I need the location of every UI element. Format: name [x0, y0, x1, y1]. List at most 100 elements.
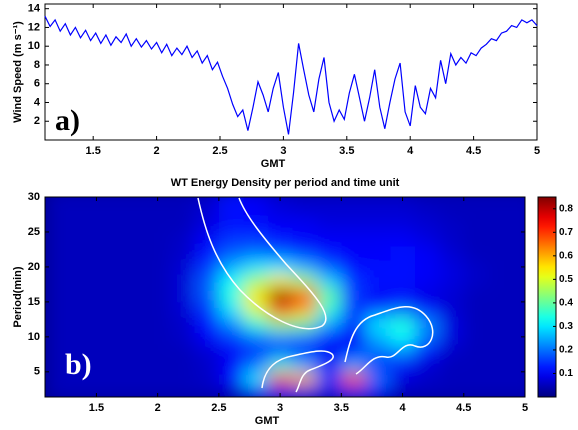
heat-cell	[169, 203, 195, 219]
heat-cell	[145, 315, 171, 331]
heat-cell	[414, 217, 440, 233]
y-tick-label: 5	[34, 366, 40, 378]
heat-cell	[145, 273, 171, 289]
heat-cell	[365, 343, 391, 359]
heat-cell	[292, 203, 318, 219]
heat-cell	[292, 301, 318, 317]
heat-cell	[341, 329, 367, 345]
heat-cell	[47, 259, 73, 275]
x-tick-label: 3.5	[334, 402, 349, 414]
heat-cell	[512, 197, 525, 205]
heat-cell	[145, 301, 171, 317]
heat-cell	[96, 197, 122, 205]
heat-cell	[267, 357, 293, 373]
heat-cell	[267, 231, 293, 247]
heat-cell	[218, 329, 244, 345]
heat-cell	[47, 315, 73, 331]
y-tick-label: 30	[28, 191, 40, 203]
heat-cell	[71, 259, 97, 275]
heat-cell	[463, 197, 489, 205]
heat-cell	[414, 259, 440, 275]
heat-cell	[488, 245, 514, 261]
heat-cell	[120, 371, 146, 387]
heat-cell	[47, 197, 73, 205]
heat-cell	[488, 203, 514, 219]
heat-cell	[341, 357, 367, 373]
heat-cell	[243, 273, 269, 289]
heat-cell	[390, 203, 416, 219]
x-axis-label: GMT	[255, 415, 280, 427]
y-axis-label: Period(min)	[12, 266, 24, 327]
heat-cell	[145, 203, 171, 219]
heat-cell	[365, 329, 391, 345]
heat-cell	[390, 273, 416, 289]
heat-cell	[292, 273, 318, 289]
heat-cell	[390, 259, 416, 275]
heat-cell	[243, 197, 269, 205]
heat-cell	[267, 203, 293, 219]
heat-cell	[463, 357, 489, 373]
heat-cell	[194, 203, 220, 219]
chart-title: WT Energy Density per period and time un…	[171, 177, 400, 189]
heat-cell	[414, 245, 440, 261]
heat-cell	[439, 203, 465, 219]
heat-cell	[194, 357, 220, 373]
heat-cell	[463, 203, 489, 219]
heat-cell	[243, 357, 269, 373]
heat-cell	[390, 315, 416, 331]
heat-cell	[292, 259, 318, 275]
heat-cell	[194, 287, 220, 303]
heat-cell	[292, 385, 318, 397]
heat-cell	[512, 315, 525, 331]
heat-cell	[439, 371, 465, 387]
heat-cell	[390, 343, 416, 359]
colorbar-tick-label: 0.5	[559, 274, 573, 285]
panel-label: b)	[65, 348, 92, 381]
heat-cell	[512, 273, 525, 289]
heat-cell	[414, 273, 440, 289]
heat-cell	[488, 259, 514, 275]
heat-cell	[96, 385, 122, 397]
panel-label: a)	[55, 104, 80, 137]
heat-cell	[365, 245, 391, 261]
x-tick-label: 3	[280, 145, 286, 157]
x-tick-label: 2.5	[212, 145, 227, 157]
heat-cell	[218, 287, 244, 303]
heat-cell	[439, 197, 465, 205]
heat-cell	[488, 273, 514, 289]
heat-cell	[341, 245, 367, 261]
heat-cell	[463, 301, 489, 317]
heat-cell	[267, 385, 293, 397]
heat-cell	[341, 315, 367, 331]
heat-cell	[414, 203, 440, 219]
heat-cell	[390, 357, 416, 373]
heat-cell	[365, 217, 391, 233]
heat-cell	[316, 245, 342, 261]
heat-cell	[512, 371, 525, 387]
heat-cell	[120, 329, 146, 345]
heat-cell	[145, 371, 171, 387]
heat-cell	[512, 287, 525, 303]
heat-cell	[463, 259, 489, 275]
heat-cell	[96, 217, 122, 233]
heat-cell	[488, 231, 514, 247]
heat-cell	[145, 245, 171, 261]
heat-cell	[71, 203, 97, 219]
heat-cell	[292, 231, 318, 247]
heat-cell	[463, 217, 489, 233]
heat-cell	[316, 231, 342, 247]
heat-cell	[71, 357, 97, 373]
heat-cell	[120, 385, 146, 397]
heat-cell	[439, 329, 465, 345]
heat-cell	[390, 231, 416, 247]
heat-cell	[316, 273, 342, 289]
x-tick-label: 4	[399, 402, 406, 414]
heat-cell	[145, 357, 171, 373]
heat-cell	[47, 217, 73, 233]
heat-cell	[194, 217, 220, 233]
heat-cell	[243, 217, 269, 233]
heat-cell	[218, 245, 244, 261]
heat-cell	[316, 329, 342, 345]
